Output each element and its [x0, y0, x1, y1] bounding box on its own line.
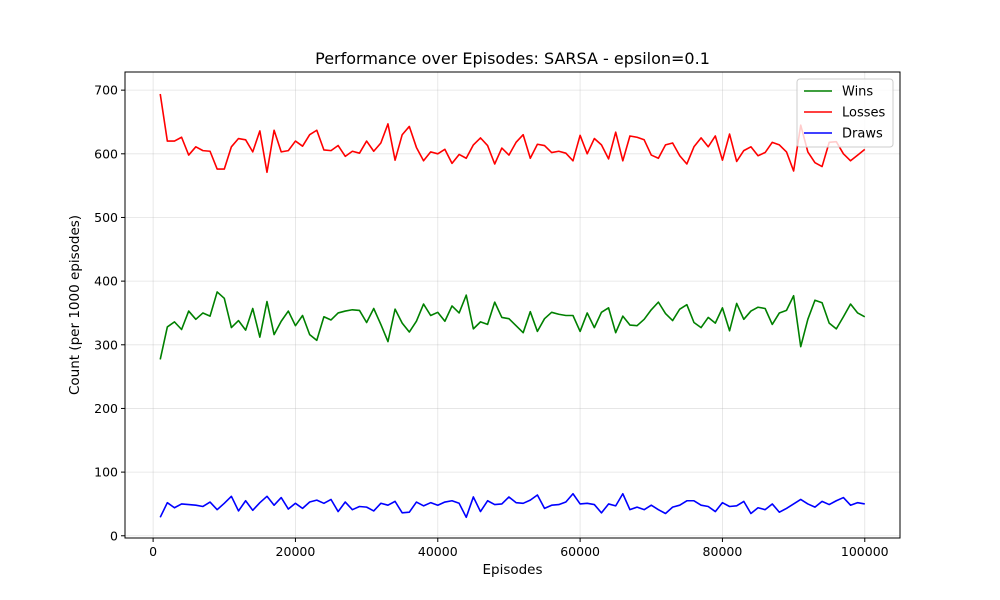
chart-title: Performance over Episodes: SARSA - epsil… — [315, 49, 710, 68]
y-tick-label: 400 — [94, 274, 118, 289]
legend-label-draws: Draws — [842, 127, 883, 142]
series-line-losses — [159, 93, 866, 174]
grid-layer — [125, 72, 900, 538]
legend-label-wins: Wins — [842, 85, 873, 100]
legend-box — [796, 78, 894, 148]
x-tick-label: 0 — [149, 544, 157, 559]
series-layer — [159, 93, 866, 519]
legend-label-losses: Losses — [842, 106, 886, 121]
series-line-wins — [159, 291, 866, 360]
x-axis-title: Episodes — [482, 562, 542, 578]
plot-area-frame — [124, 71, 901, 539]
y-tick-label: 200 — [94, 401, 118, 416]
y-axis-title: Count (per 1000 episodes) — [67, 215, 83, 395]
x-tick-label: 80000 — [703, 544, 743, 559]
y-tick-label: 0 — [110, 528, 118, 543]
y-tick-label: 300 — [94, 337, 118, 352]
tick-layer: 0 20000 40000 60000 80000 100000 0 100 200 300 400… — [94, 83, 889, 559]
x-tick-label: 100000 — [841, 544, 889, 559]
x-tick-label: 20000 — [276, 544, 316, 559]
y-tick-label: 600 — [94, 146, 118, 161]
x-tick-label: 40000 — [418, 544, 458, 559]
y-tick-label: 700 — [94, 83, 118, 98]
series-line-draws — [159, 492, 865, 519]
x-tick-label: 60000 — [560, 544, 600, 559]
y-tick-label: 500 — [94, 210, 118, 225]
legend: Wins Losses Draws — [796, 78, 894, 148]
y-tick-label: 100 — [94, 465, 118, 480]
